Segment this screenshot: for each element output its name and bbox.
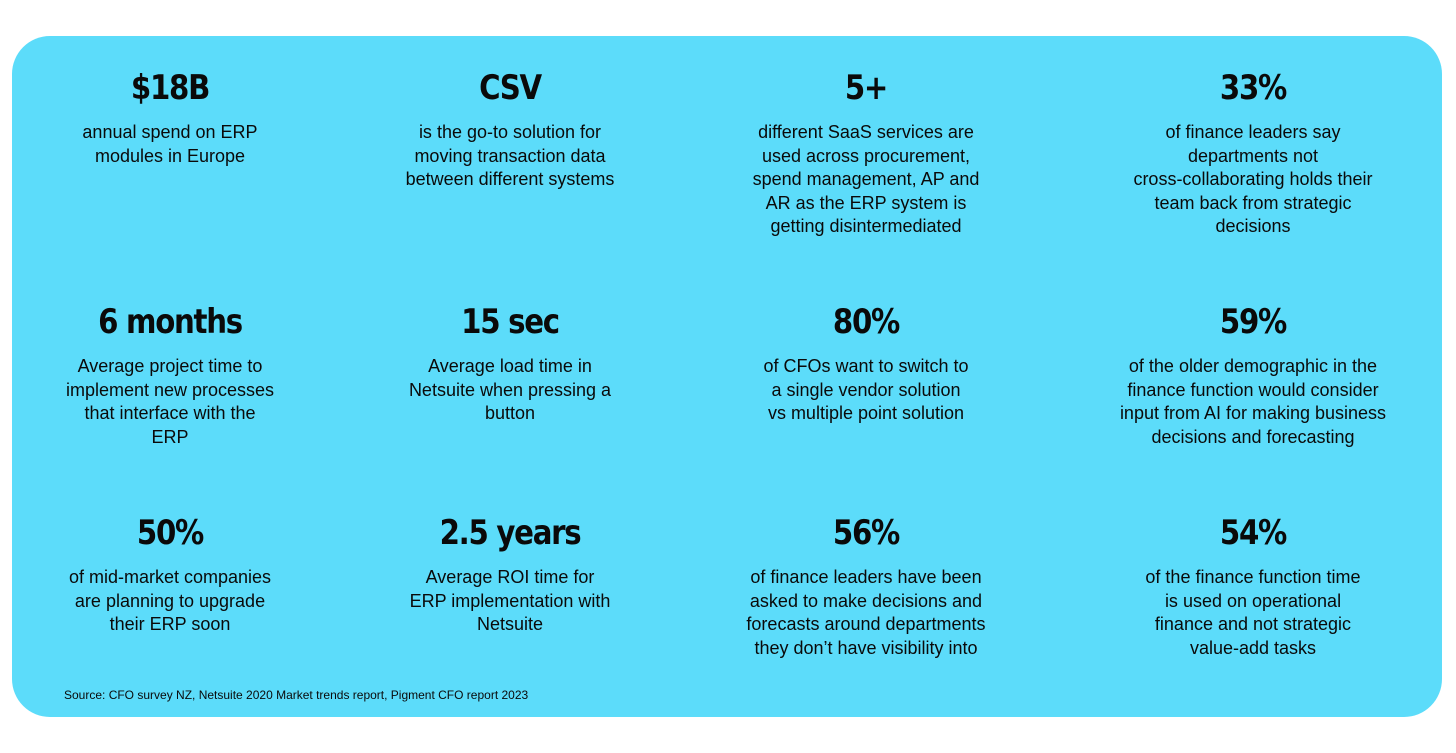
stat-description: different SaaS services are used across …	[731, 121, 1001, 239]
stat-description-line: finance and not strategic	[1154, 614, 1352, 634]
stat-description-line: Netsuite when pressing a	[408, 379, 612, 400]
stat-description-line: spend management, AP and	[752, 169, 980, 189]
stat-description-line: vs multiple point solution	[767, 403, 965, 423]
stat-description-line: input from AI for making business	[1119, 403, 1387, 423]
stat-description-line: button	[484, 403, 536, 423]
stat-description: Average load time in Netsuite when press…	[375, 355, 645, 426]
stat-erp-upgrade: 50% of mid-market companies are planning…	[35, 513, 305, 637]
stat-description: Average ROI time for ERP implementation …	[375, 566, 645, 637]
stat-description-line: a single vendor solution	[771, 379, 961, 400]
stat-description-line: of the older demographic in the	[1128, 356, 1378, 376]
stat-description-line: finance function would consider	[1127, 379, 1379, 400]
stat-value: 54%	[1219, 513, 1287, 553]
stat-description-line: cross-collaborating holds their	[1133, 169, 1373, 189]
stat-value: 15 sec	[461, 302, 560, 342]
stat-value: 80%	[832, 302, 900, 342]
stat-csv: CSV is the go-to solution for moving tra…	[375, 68, 645, 192]
stat-description-line: AR as the ERP system is	[765, 192, 967, 213]
stat-description: of mid-market companies are planning to …	[35, 566, 305, 637]
stat-saas-services: 5+ different SaaS services are used acro…	[731, 68, 1001, 239]
stat-description-line: forecasts around departments	[746, 614, 986, 634]
stat-roi-time: 2.5 years Average ROI time for ERP imple…	[375, 513, 645, 637]
stat-description-line: departments not	[1187, 145, 1319, 166]
stat-description-line: team back from strategic	[1154, 192, 1352, 213]
stat-description-line: of finance leaders have been	[750, 567, 982, 587]
stat-value: 2.5 years	[439, 513, 582, 553]
stat-description-line: between different systems	[405, 169, 615, 189]
stat-single-vendor: 80% of CFOs want to switch to a single v…	[731, 302, 1001, 426]
stat-description-line: is the go-to solution for	[418, 122, 602, 142]
stat-description-line: they don’t have visibility into	[754, 637, 978, 658]
stat-description-line: is used on operational	[1164, 590, 1342, 611]
stat-description-line: of finance leaders say	[1165, 122, 1341, 142]
stat-value: CSV	[479, 68, 542, 108]
stat-visibility: 56% of finance leaders have been asked t…	[731, 513, 1001, 660]
stat-value: $18B	[130, 68, 210, 108]
stat-description-line: Average load time in	[428, 356, 592, 376]
stat-description-line: ERP	[151, 426, 189, 447]
stat-description-line: Average ROI time for	[425, 567, 595, 587]
stat-value: 59%	[1219, 302, 1287, 342]
stat-description: annual spend on ERP modules in Europe	[35, 121, 305, 168]
stat-description-line: asked to make decisions and	[749, 590, 983, 611]
stat-description: of finance leaders say departments not c…	[1118, 121, 1388, 239]
stat-description: is the go-to solution for moving transac…	[375, 121, 645, 192]
stat-description-line: of mid-market companies	[68, 567, 272, 587]
stat-value: 50%	[136, 513, 204, 553]
stat-value: 5+	[844, 68, 889, 108]
stat-load-time: 15 sec Average load time in Netsuite whe…	[375, 302, 645, 426]
stat-description-line: different SaaS services are	[758, 122, 974, 142]
stat-description: of CFOs want to switch to a single vendo…	[731, 355, 1001, 426]
stat-description-line: decisions	[1215, 216, 1291, 236]
stat-description-line: that interface with the	[84, 403, 256, 423]
stat-description-line: decisions and forecasting	[1151, 426, 1355, 447]
stat-description: Average project time to implement new pr…	[35, 355, 305, 449]
stat-value: 56%	[832, 513, 900, 553]
stat-ai-input: 59% of the older demographic in the fina…	[1118, 302, 1388, 449]
stat-description: of the finance function time is used on …	[1118, 566, 1388, 660]
stat-description-line: of the finance function time	[1145, 567, 1361, 587]
stat-description-line: modules in Europe	[94, 145, 246, 166]
stat-description-line: Average project time to	[77, 356, 263, 376]
stats-card: $18B annual spend on ERP modules in Euro…	[12, 36, 1442, 717]
source-note: Source: CFO survey NZ, Netsuite 2020 Mar…	[64, 688, 529, 702]
stat-cross-collaboration: 33% of finance leaders say departments n…	[1118, 68, 1388, 239]
stat-description-line: implement new processes	[65, 379, 275, 400]
stat-description-line: of CFOs want to switch to	[763, 356, 969, 376]
stat-value: 6 months	[98, 302, 243, 342]
stat-description: of finance leaders have been asked to ma…	[731, 566, 1001, 660]
stat-value: 33%	[1219, 68, 1287, 108]
stat-description-line: getting disintermediated	[770, 216, 962, 236]
stat-description-line: their ERP soon	[109, 614, 231, 634]
stat-description-line: ERP implementation with	[409, 590, 611, 611]
stat-description-line: moving transaction data	[414, 145, 606, 166]
stat-description-line: Netsuite	[476, 614, 544, 634]
stat-description-line: annual spend on ERP	[82, 122, 258, 142]
stat-description-line: value-add tasks	[1189, 637, 1317, 658]
stat-description-line: are planning to upgrade	[74, 590, 266, 611]
stat-operational-time: 54% of the finance function time is used…	[1118, 513, 1388, 660]
stat-project-time: 6 months Average project time to impleme…	[35, 302, 305, 449]
stat-description: of the older demographic in the finance …	[1118, 355, 1388, 449]
stat-description-line: used across procurement,	[761, 145, 971, 166]
stat-erp-spend: $18B annual spend on ERP modules in Euro…	[35, 68, 305, 168]
